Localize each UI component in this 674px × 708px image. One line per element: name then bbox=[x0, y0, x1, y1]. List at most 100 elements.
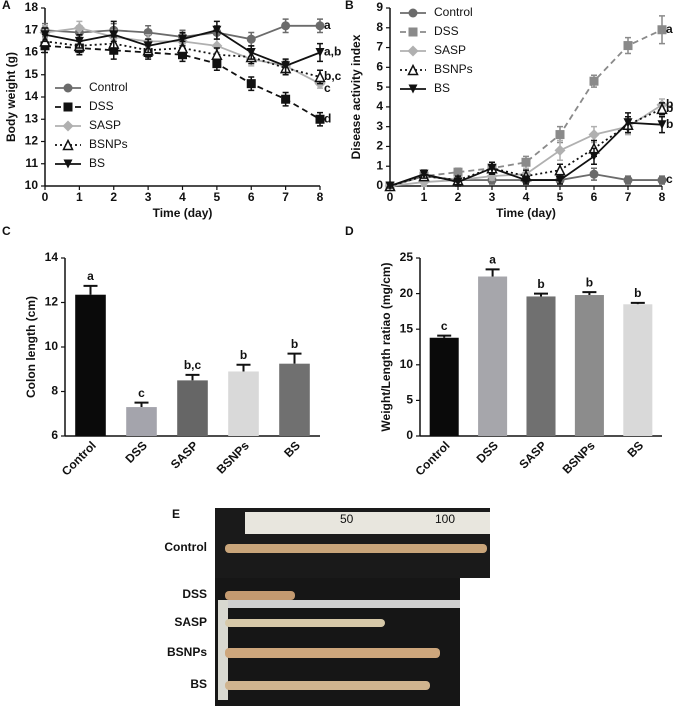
marker bbox=[554, 144, 566, 156]
bar bbox=[526, 296, 556, 436]
series-label: a bbox=[666, 22, 673, 36]
marker bbox=[588, 129, 600, 141]
marker bbox=[211, 48, 223, 60]
colon bbox=[225, 681, 430, 690]
bar bbox=[478, 276, 508, 436]
marker bbox=[589, 151, 599, 161]
colon bbox=[225, 591, 295, 600]
y-tick-label: 14 bbox=[45, 250, 59, 264]
marker bbox=[143, 41, 153, 51]
bar bbox=[177, 380, 208, 436]
x-tick-label: 1 bbox=[421, 190, 428, 204]
x-tick-label: 8 bbox=[659, 190, 666, 204]
legend-label: Control bbox=[89, 80, 128, 94]
value-label: c bbox=[138, 386, 145, 400]
marker bbox=[281, 94, 291, 104]
x-tick-label: Control bbox=[59, 438, 99, 478]
legend-marker bbox=[408, 8, 418, 18]
error-bar bbox=[134, 401, 149, 408]
y-tick-label: 0 bbox=[406, 428, 413, 442]
marker bbox=[246, 34, 256, 44]
marker bbox=[246, 48, 256, 57]
panel-label: C bbox=[2, 224, 11, 238]
legend-label: BSNPs bbox=[89, 137, 128, 151]
x-tick-label: DSS bbox=[474, 438, 501, 465]
ruler bbox=[245, 512, 490, 534]
marker bbox=[281, 61, 291, 71]
y-axis-label: Colon length (cm) bbox=[24, 296, 38, 398]
legend-marker bbox=[63, 83, 73, 93]
x-axis-label: Time (day) bbox=[153, 206, 213, 220]
marker bbox=[453, 177, 463, 187]
x-tick-label: BS bbox=[624, 438, 646, 460]
x-tick-label: 7 bbox=[282, 190, 289, 204]
legend-label: BS bbox=[89, 156, 105, 170]
series-label: c bbox=[666, 172, 673, 186]
y-tick-label: 10 bbox=[400, 357, 414, 371]
y-tick-label: 10 bbox=[25, 178, 39, 192]
series-line bbox=[44, 40, 321, 78]
marker bbox=[109, 30, 119, 40]
marker bbox=[555, 130, 565, 140]
marker bbox=[487, 163, 497, 173]
error-bar bbox=[83, 284, 98, 295]
error-bar bbox=[534, 292, 548, 297]
row-label: BSNPs bbox=[167, 645, 207, 659]
marker bbox=[73, 22, 85, 34]
legend-marker bbox=[408, 84, 418, 94]
bar bbox=[126, 407, 157, 436]
error-bar bbox=[485, 268, 500, 277]
series-label: b bbox=[666, 101, 673, 115]
y-axis-label: Disease activity index bbox=[349, 34, 363, 159]
x-tick-label: 2 bbox=[455, 190, 462, 204]
x-tick-label: SASP bbox=[516, 438, 549, 471]
x-tick-label: 4 bbox=[179, 190, 186, 204]
value-label: b bbox=[291, 337, 298, 351]
y-tick-label: 16 bbox=[25, 45, 39, 59]
marker bbox=[315, 48, 325, 57]
y-tick-label: 8 bbox=[376, 20, 383, 34]
colon bbox=[225, 544, 487, 553]
value-label: a bbox=[87, 269, 94, 283]
legend-marker bbox=[63, 102, 73, 112]
y-tick-label: 10 bbox=[45, 339, 59, 353]
x-tick-label: 3 bbox=[489, 190, 496, 204]
panel-label: B bbox=[345, 0, 354, 12]
y-tick-label: 4 bbox=[376, 99, 383, 113]
row-label: BS bbox=[190, 677, 207, 691]
marker bbox=[419, 169, 429, 179]
marker bbox=[657, 175, 667, 185]
y-tick-label: 25 bbox=[400, 250, 414, 264]
error-bar bbox=[630, 301, 645, 305]
y-tick-label: 0 bbox=[376, 178, 383, 192]
y-tick-label: 6 bbox=[376, 60, 383, 74]
legend-marker bbox=[63, 159, 73, 169]
marker bbox=[657, 120, 667, 130]
legend-label: SASP bbox=[89, 118, 121, 132]
x-tick-label: BSNPs bbox=[560, 438, 598, 476]
y-tick-label: 8 bbox=[51, 384, 58, 398]
x-tick-label: 0 bbox=[387, 190, 394, 204]
value-label: c bbox=[441, 319, 448, 333]
marker bbox=[554, 164, 566, 176]
marker bbox=[178, 34, 187, 44]
panel-label: A bbox=[2, 0, 11, 12]
error-bar bbox=[185, 373, 200, 381]
series-label: d bbox=[324, 111, 331, 125]
bar bbox=[75, 294, 106, 436]
legend-marker bbox=[407, 45, 419, 57]
y-tick-label: 12 bbox=[25, 134, 39, 148]
legend-label: DSS bbox=[89, 99, 114, 113]
y-tick-label: 18 bbox=[25, 0, 39, 14]
x-axis-label: Time (day) bbox=[496, 206, 556, 220]
series-line bbox=[44, 44, 321, 121]
value-label: a bbox=[489, 253, 496, 267]
value-label: b,c bbox=[184, 358, 202, 372]
series-label: b bbox=[666, 97, 673, 111]
legend-marker bbox=[62, 120, 74, 132]
x-tick-label: 0 bbox=[42, 190, 49, 204]
y-tick-label: 13 bbox=[25, 111, 39, 125]
y-axis-label: Body weight (g) bbox=[4, 52, 18, 142]
y-tick-label: 17 bbox=[25, 22, 39, 36]
